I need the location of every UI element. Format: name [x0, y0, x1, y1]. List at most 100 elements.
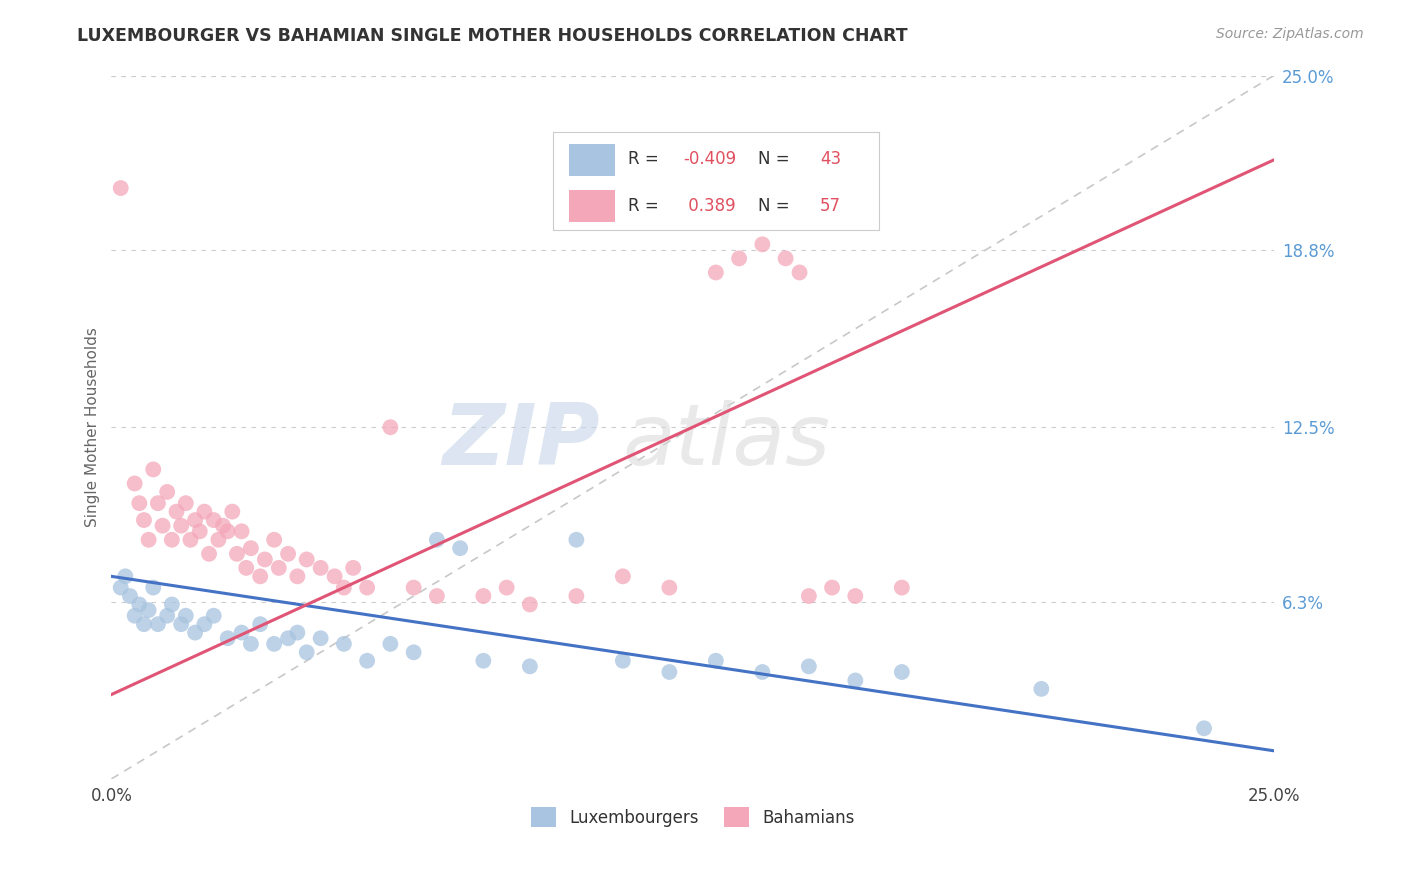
Point: [890, 581, 912, 595]
Point: [287, 625, 309, 640]
Point: [217, 632, 239, 646]
Point: [193, 617, 215, 632]
Point: [235, 561, 257, 575]
Point: [402, 581, 425, 595]
Point: [184, 513, 207, 527]
Point: [221, 505, 243, 519]
Point: [132, 513, 155, 527]
Point: [202, 608, 225, 623]
Point: [267, 561, 290, 575]
Point: [449, 541, 471, 556]
Point: [565, 589, 588, 603]
Point: [110, 581, 132, 595]
Point: [231, 524, 253, 539]
Point: [198, 547, 221, 561]
Point: [146, 496, 169, 510]
Point: [174, 608, 197, 623]
Point: [110, 181, 132, 195]
Point: [356, 581, 378, 595]
Point: [277, 547, 299, 561]
Point: [309, 561, 332, 575]
Point: [170, 518, 193, 533]
Point: [844, 589, 866, 603]
Legend: Luxembourgers, Bahamians: Luxembourgers, Bahamians: [524, 800, 860, 834]
Point: [249, 569, 271, 583]
Point: [166, 505, 188, 519]
Point: [380, 420, 402, 434]
Point: [179, 533, 201, 547]
Point: [118, 589, 141, 603]
Point: [342, 561, 364, 575]
Point: [797, 589, 820, 603]
Point: [128, 598, 150, 612]
Point: [728, 252, 751, 266]
Text: ZIP: ZIP: [441, 400, 599, 483]
Point: [1192, 721, 1215, 735]
Point: [380, 637, 402, 651]
Point: [890, 665, 912, 679]
Point: [519, 659, 541, 673]
Point: [146, 617, 169, 632]
Point: [132, 617, 155, 632]
Point: [277, 632, 299, 646]
Point: [751, 237, 773, 252]
Text: LUXEMBOURGER VS BAHAMIAN SINGLE MOTHER HOUSEHOLDS CORRELATION CHART: LUXEMBOURGER VS BAHAMIAN SINGLE MOTHER H…: [77, 27, 908, 45]
Point: [519, 598, 541, 612]
Point: [212, 518, 235, 533]
Point: [156, 608, 179, 623]
Point: [333, 581, 356, 595]
Point: [295, 552, 318, 566]
Point: [152, 518, 174, 533]
Point: [1031, 681, 1053, 696]
Point: [138, 603, 160, 617]
Point: [775, 252, 797, 266]
Point: [239, 637, 262, 651]
Point: [184, 625, 207, 640]
Point: [193, 505, 215, 519]
Point: [333, 637, 356, 651]
Point: [138, 533, 160, 547]
Point: [217, 524, 239, 539]
Point: [128, 496, 150, 510]
Point: [704, 265, 727, 279]
Point: [202, 513, 225, 527]
Point: [170, 617, 193, 632]
Point: [142, 581, 165, 595]
Point: [495, 581, 517, 595]
Point: [844, 673, 866, 688]
Point: [287, 569, 309, 583]
Point: [174, 496, 197, 510]
Text: atlas: atlas: [623, 400, 831, 483]
Point: [160, 533, 183, 547]
Point: [295, 645, 318, 659]
Point: [323, 569, 346, 583]
Y-axis label: Single Mother Households: Single Mother Households: [86, 327, 100, 527]
Point: [114, 569, 136, 583]
Point: [249, 617, 271, 632]
Point: [188, 524, 211, 539]
Point: [309, 632, 332, 646]
Point: [263, 637, 285, 651]
Point: [160, 598, 183, 612]
Point: [142, 462, 165, 476]
Point: [207, 533, 229, 547]
Point: [658, 665, 681, 679]
Point: [472, 589, 495, 603]
Point: [356, 654, 378, 668]
Point: [239, 541, 262, 556]
Text: Source: ZipAtlas.com: Source: ZipAtlas.com: [1216, 27, 1364, 41]
Point: [426, 589, 449, 603]
Point: [751, 665, 773, 679]
Point: [124, 608, 146, 623]
Point: [402, 645, 425, 659]
Point: [565, 533, 588, 547]
Point: [156, 484, 179, 499]
Point: [612, 569, 634, 583]
Point: [789, 265, 811, 279]
Point: [231, 625, 253, 640]
Point: [472, 654, 495, 668]
Point: [821, 581, 844, 595]
Point: [658, 581, 681, 595]
Point: [426, 533, 449, 547]
Point: [253, 552, 276, 566]
